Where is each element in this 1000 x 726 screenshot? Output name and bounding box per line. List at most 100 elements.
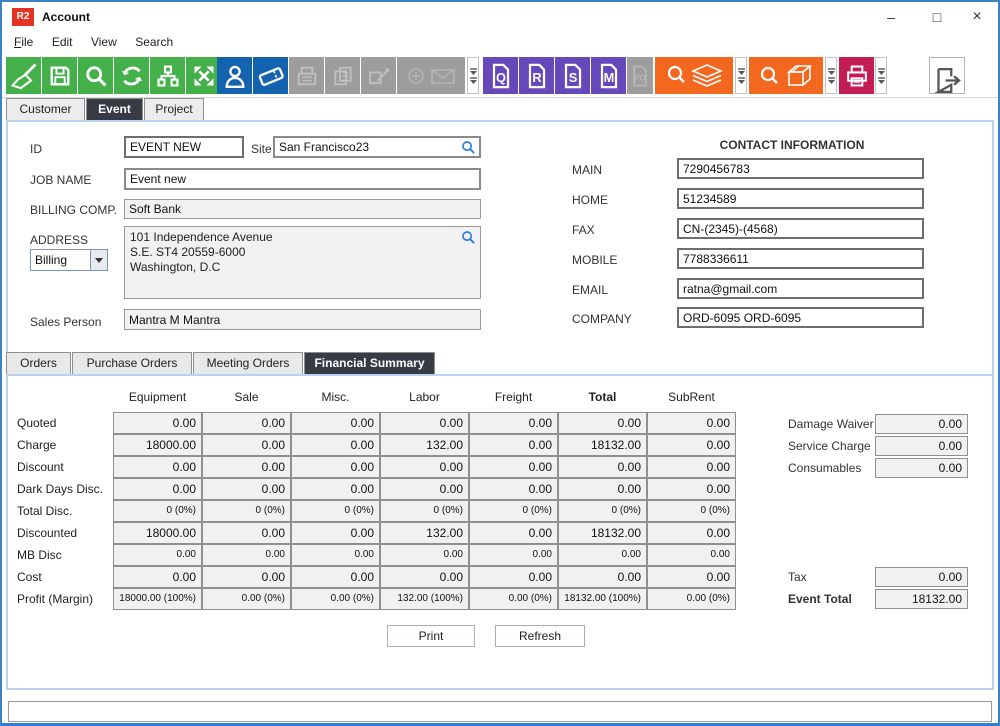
- fin-cell: 18132.00: [558, 522, 647, 544]
- ticket-button[interactable]: [253, 57, 288, 94]
- fin-cell: 132.00: [380, 522, 469, 544]
- toolbar: Q R S M PO: [2, 54, 998, 98]
- job-name-input[interactable]: [124, 168, 481, 190]
- quote-document-button[interactable]: Q: [483, 57, 518, 94]
- fin-cell: 0.00: [202, 522, 291, 544]
- damage-waiver-label: Damage Waiver: [788, 417, 874, 431]
- site-label: Site: [251, 142, 272, 156]
- subtab-purchase-orders[interactable]: Purchase Orders: [72, 352, 192, 374]
- fin-cell: 0.00: [291, 522, 380, 544]
- menu-search[interactable]: Search: [135, 35, 174, 49]
- minimize-button[interactable]: –: [887, 9, 895, 25]
- company-input[interactable]: [677, 307, 924, 328]
- email-input[interactable]: [677, 278, 924, 299]
- expand-button[interactable]: [186, 57, 221, 94]
- id-label: ID: [30, 142, 42, 156]
- service-charge-value: 0.00: [875, 436, 968, 456]
- fin-cell: 0.00: [647, 456, 736, 478]
- subtab-meeting-orders[interactable]: Meeting Orders: [193, 352, 303, 374]
- tax-value: 0.00: [875, 567, 968, 587]
- contact-person-button[interactable]: [217, 57, 252, 94]
- subtab-financial-summary[interactable]: Financial Summary: [304, 352, 435, 374]
- refresh-button[interactable]: [114, 57, 149, 94]
- search-package-button[interactable]: [749, 57, 823, 94]
- search-button[interactable]: [78, 57, 113, 94]
- tab-event[interactable]: Event: [86, 98, 143, 120]
- menu-file[interactable]: File: [14, 35, 34, 49]
- tab-customer[interactable]: Customer: [6, 98, 85, 120]
- address-line-3: Washington, D.C: [130, 260, 221, 274]
- hierarchy-button[interactable]: [150, 57, 185, 94]
- address-box[interactable]: 101 Independence Avenue S.E. ST4 20559-6…: [124, 226, 481, 299]
- fin-cell: 0.00: [647, 434, 736, 456]
- fin-cell: 0.00: [291, 478, 380, 500]
- fin-cell: 0.00: [647, 566, 736, 588]
- fin-cell: 0 (0%): [202, 500, 291, 522]
- job-name-label: JOB NAME: [30, 173, 92, 187]
- print-dropdown[interactable]: [875, 57, 887, 94]
- fin-column-header: Total: [588, 390, 617, 404]
- search-package-dropdown[interactable]: [825, 57, 837, 94]
- service-charge-label: Service Charge: [788, 439, 871, 453]
- fin-cell: 0.00: [647, 478, 736, 500]
- address-search-icon[interactable]: [461, 230, 476, 250]
- m-document-button[interactable]: M: [591, 57, 626, 94]
- close-button[interactable]: ×: [972, 8, 982, 25]
- mobile-input[interactable]: [677, 248, 924, 269]
- home-input[interactable]: [677, 188, 924, 209]
- fin-cell: 0.00: [558, 566, 647, 588]
- address-line-1: 101 Independence Avenue: [130, 230, 273, 244]
- refresh-button-bottom[interactable]: Refresh: [495, 625, 585, 647]
- menu-view[interactable]: View: [90, 35, 117, 49]
- menu-edit[interactable]: Edit: [51, 35, 73, 49]
- fin-cell: 0.00: [202, 478, 291, 500]
- fin-row-label: MB Disc: [17, 548, 62, 562]
- save-button[interactable]: [42, 57, 77, 94]
- id-input[interactable]: [124, 136, 244, 158]
- copy-button-disabled: [325, 57, 360, 94]
- fin-cell: 18000.00: [113, 522, 202, 544]
- mobile-label: MOBILE: [572, 253, 618, 267]
- main-input[interactable]: [677, 158, 924, 179]
- search-inventory-dropdown[interactable]: [735, 57, 747, 94]
- tab-project[interactable]: Project: [144, 98, 204, 120]
- fin-cell: 0 (0%): [469, 500, 558, 522]
- fin-cell: 0 (0%): [647, 500, 736, 522]
- print-button[interactable]: Print: [387, 625, 475, 647]
- fin-cell: 0.00: [469, 566, 558, 588]
- sales-person-input[interactable]: [124, 309, 481, 330]
- maximize-button[interactable]: □: [932, 9, 942, 25]
- consumables-value: 0.00: [875, 458, 968, 478]
- fin-row-label: Total Disc.: [17, 504, 73, 518]
- financial-table: Quoted 0.00 0.00 0.00 0.00 0.00 0.00 0.00 Charge…: [15, 412, 736, 610]
- home-label: HOME: [572, 193, 608, 207]
- fax-input[interactable]: [677, 218, 924, 239]
- company-label: COMPANY: [572, 312, 632, 326]
- site-search-icon[interactable]: [461, 140, 476, 160]
- svg-text:S: S: [568, 69, 577, 84]
- clear-button[interactable]: [6, 57, 41, 94]
- sales-person-label: Sales Person: [30, 315, 102, 329]
- subtab-orders[interactable]: Orders: [6, 352, 71, 374]
- address-type-combobox[interactable]: Billing: [30, 249, 108, 271]
- combobox-arrow-icon[interactable]: [90, 250, 107, 270]
- billing-comp-input[interactable]: [124, 199, 481, 219]
- financial-column-headers: Equipment Sale Misc. Labor Freight Total SubRe…: [15, 390, 736, 404]
- fin-cell: 0.00: [202, 566, 291, 588]
- fin-row-label: Profit (Margin): [17, 592, 94, 606]
- fin-column-header: Equipment: [128, 390, 187, 404]
- toolbar-overflow-dropdown[interactable]: [467, 57, 479, 94]
- fin-column-header: Labor: [409, 390, 440, 404]
- print-toolbar-button[interactable]: [839, 57, 874, 94]
- s-document-button[interactable]: S: [555, 57, 590, 94]
- fin-cell: 0 (0%): [380, 500, 469, 522]
- exit-button[interactable]: [929, 57, 965, 94]
- site-input[interactable]: [273, 136, 481, 158]
- fin-cell: 0.00: [291, 412, 380, 434]
- search-inventory-button[interactable]: [655, 57, 733, 94]
- reservation-document-button[interactable]: R: [519, 57, 554, 94]
- fin-cell: 0.00: [291, 566, 380, 588]
- fin-cell: 18000.00: [113, 434, 202, 456]
- fin-cell: 0.00: [291, 456, 380, 478]
- fin-cell: 0.00: [202, 544, 291, 566]
